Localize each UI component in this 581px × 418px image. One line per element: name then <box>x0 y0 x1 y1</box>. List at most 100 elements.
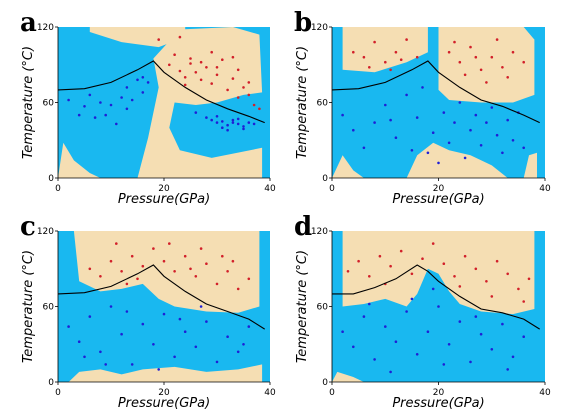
y-axis-title-d: Temperature (°C) <box>295 250 310 363</box>
y-tick-label-b-1: 60 <box>317 99 329 109</box>
region-high-a-0 <box>89 27 186 48</box>
point-low-c-17 <box>247 325 251 328</box>
point-high-b-17 <box>522 60 525 64</box>
point-low-a-28 <box>252 122 256 126</box>
point-high-c-5 <box>141 264 145 268</box>
point-high-d-13 <box>485 280 488 283</box>
point-high-b-16 <box>511 50 515 54</box>
point-low-c-5 <box>120 332 123 336</box>
point-high-b-2 <box>373 40 376 44</box>
point-low-c-12 <box>194 345 198 349</box>
point-low-a-19 <box>221 120 224 123</box>
point-high-d-3 <box>378 254 382 258</box>
panel-letter-b: b <box>294 8 312 38</box>
point-high-c-8 <box>173 270 176 273</box>
point-low-d-15 <box>501 322 504 326</box>
point-high-a-10 <box>231 77 235 80</box>
point-low-d-17 <box>522 335 525 339</box>
point-high-a-1 <box>183 76 187 79</box>
point-high-c-23 <box>125 282 129 286</box>
point-low-b-10 <box>431 131 435 134</box>
point-low-d-24 <box>431 287 435 291</box>
point-low-c-16 <box>236 350 240 354</box>
point-high-a-17 <box>189 57 192 60</box>
point-high-a-6 <box>210 82 213 85</box>
point-low-b-14 <box>458 101 462 104</box>
point-low-a-17 <box>210 118 213 122</box>
point-high-a-15 <box>258 107 261 111</box>
point-high-c-9 <box>183 254 187 258</box>
point-low-d-13 <box>479 332 483 336</box>
point-high-c-17 <box>136 277 139 281</box>
point-high-a-9 <box>226 88 229 92</box>
plot-area-b <box>332 27 545 178</box>
chart-panel-b: 0 20 40 0 60 120 Pressure(GPa) Temperature (°C)… <box>294 8 551 207</box>
point-high-c-20 <box>221 254 224 258</box>
point-high-d-15 <box>506 272 510 276</box>
point-low-b-24 <box>511 139 515 142</box>
point-high-a-0 <box>178 69 182 73</box>
point-low-a-27 <box>236 117 240 121</box>
point-low-b-0 <box>341 113 344 117</box>
point-low-b-22 <box>501 151 504 155</box>
point-high-a-25 <box>247 81 251 84</box>
point-high-c-10 <box>194 275 198 278</box>
point-low-d-8 <box>426 330 430 334</box>
point-high-b-7 <box>389 68 392 72</box>
point-low-a-31 <box>205 116 208 119</box>
point-high-b-3 <box>384 60 387 64</box>
point-high-d-7 <box>421 257 424 261</box>
region-high-b-2 <box>406 142 508 178</box>
point-low-c-23 <box>125 310 129 313</box>
boundary-line-c <box>58 264 265 330</box>
boundary-line-a <box>58 60 265 124</box>
plot-area-d <box>332 231 545 382</box>
point-low-d-16 <box>511 355 515 359</box>
region-high-b-1 <box>438 27 535 103</box>
point-low-a-15 <box>88 93 92 97</box>
point-low-d-2 <box>362 315 366 318</box>
point-low-b-12 <box>447 141 451 145</box>
point-low-b-27 <box>437 161 440 165</box>
point-high-a-24 <box>236 96 240 99</box>
plot-area-c <box>58 231 270 382</box>
point-low-d-20 <box>474 315 478 318</box>
point-high-c-4 <box>130 254 134 258</box>
point-high-b-9 <box>399 58 403 61</box>
point-low-a-24 <box>247 121 251 124</box>
point-high-b-10 <box>447 50 451 54</box>
point-low-a-23 <box>242 125 245 128</box>
region-high-c-0 <box>73 231 260 313</box>
y-tick-label-d-1: 60 <box>317 303 329 313</box>
point-high-a-23 <box>215 66 219 69</box>
point-low-a-12 <box>109 103 113 107</box>
point-low-a-7 <box>136 78 139 82</box>
y-tick-label-c-1: 60 <box>43 303 55 313</box>
y-tick-label-d-0: 0 <box>322 378 328 388</box>
point-low-c-14 <box>215 360 219 364</box>
point-high-d-0 <box>346 270 350 273</box>
point-low-c-24 <box>178 317 182 321</box>
point-low-c-9 <box>162 312 166 316</box>
point-high-b-0 <box>352 50 355 54</box>
point-high-c-0 <box>88 267 92 271</box>
y-tick-label-a-0: 0 <box>48 174 54 184</box>
point-low-b-13 <box>453 121 456 124</box>
point-low-a-22 <box>236 122 240 126</box>
point-low-a-11 <box>120 96 123 99</box>
point-low-c-15 <box>226 335 229 339</box>
point-low-b-21 <box>495 133 499 137</box>
point-low-d-9 <box>437 305 440 308</box>
point-low-b-11 <box>442 111 446 114</box>
point-high-b-22 <box>495 38 499 41</box>
point-low-c-8 <box>152 343 155 346</box>
point-low-a-10 <box>141 91 145 94</box>
x-tick-label-a-2: 40 <box>264 184 276 194</box>
region-high-a-2 <box>58 142 101 178</box>
point-low-c-18 <box>104 363 107 366</box>
point-low-b-8 <box>426 151 430 155</box>
point-high-d-12 <box>474 267 478 271</box>
point-low-c-19 <box>157 368 160 371</box>
point-high-d-10 <box>453 275 456 278</box>
